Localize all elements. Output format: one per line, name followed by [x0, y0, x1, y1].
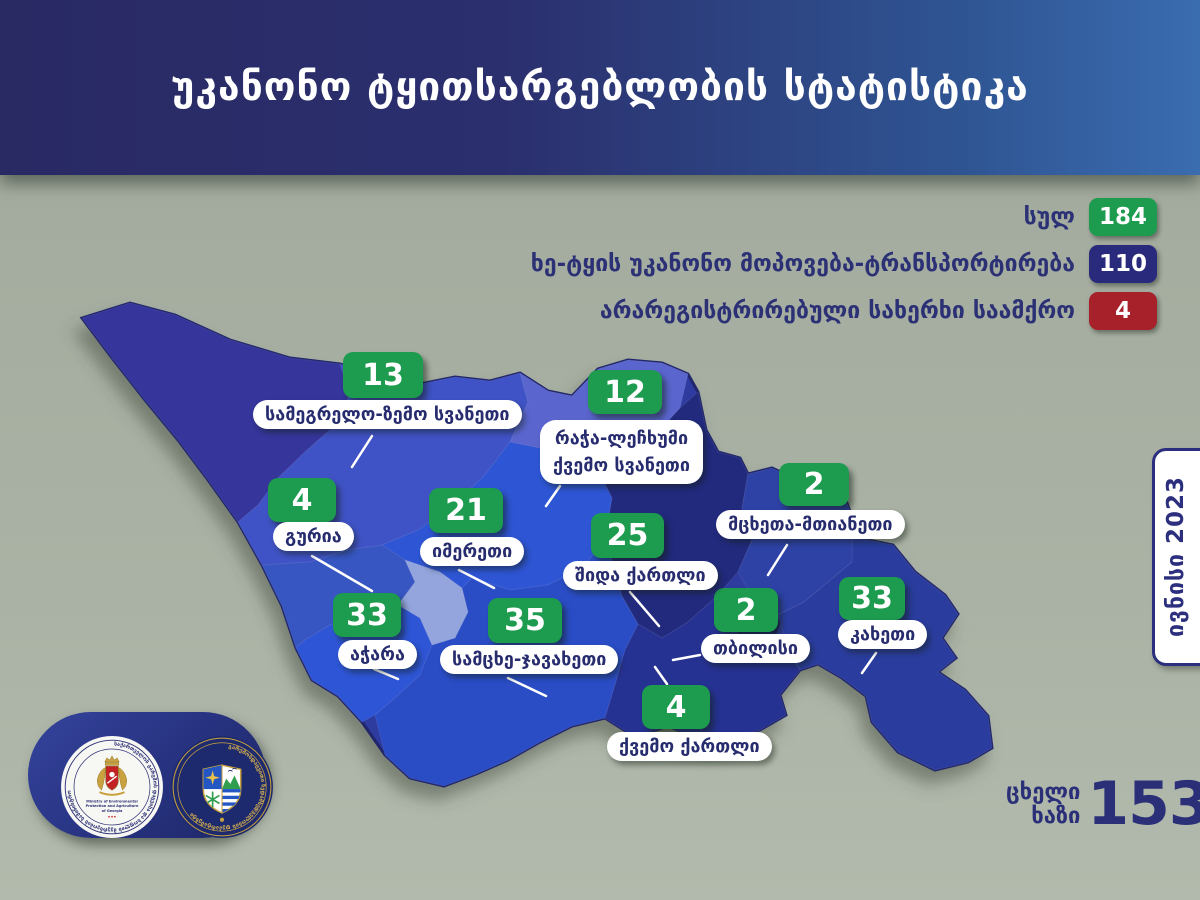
date-box: ივნისი 2023 [1152, 448, 1200, 666]
label-shida-kartli: შიდა ქართლი [563, 561, 718, 590]
connector-kvemo-kartli [653, 665, 669, 686]
department-shield-icon [202, 764, 242, 814]
label-samtskhe: სამცხე-ჯავახეთი [440, 645, 619, 674]
footer-logo-pill: საქართველოს გარემოს დაცვისა და სოფლის მე… [28, 712, 273, 838]
label-racha: რაჭა-ლეჩხუმი ქვემო სვანეთი [540, 420, 703, 484]
connector-mtskheta [766, 543, 789, 577]
label-kvemo-kartli: ქვემო ქართლი [607, 732, 772, 761]
badge-adjara: 33 [333, 593, 401, 637]
legend-row-sawmill: არარეგისტრირებული სახერხი საამქრო 4 [600, 292, 1157, 330]
department-seal: გარემოსდაცვითი ზედამხედველობის დეპარტამე… [171, 736, 273, 838]
badge-imereti: 21 [429, 488, 503, 533]
badge-racha: 12 [588, 370, 662, 414]
legend-row-total: სულ 184 [1024, 198, 1157, 236]
connector-racha [544, 484, 562, 508]
connector-samtskhe [506, 676, 548, 698]
legend: სულ 184 ხე-ტყის უკანონო მოპოვება-ტრანსპო… [531, 198, 1157, 330]
connector-lines [310, 434, 878, 698]
legend-label-total: სულ [1023, 204, 1075, 230]
region-highland-patch [397, 559, 469, 646]
legend-label-sawmill: არარეგისტრირებული სახერხი საამქრო [599, 298, 1075, 324]
badge-guria: 4 [268, 478, 336, 522]
ministry-seal-center-text: Ministry of Environmental Protection and… [86, 800, 139, 813]
hotline-word2: ხაზი [1031, 803, 1081, 829]
date-box-label: ივნისი 2023 [1163, 476, 1189, 638]
legend-value-total: 184 [1089, 198, 1157, 236]
label-racha-line2: ქვემო სვანეთი [553, 455, 690, 476]
legend-value-sawmill: 4 [1089, 292, 1157, 330]
title-banner: უკანონო ტყითსარგებლობის სტატისტიკა [0, 0, 1200, 175]
connector-guria [310, 554, 374, 593]
connector-adjara [372, 667, 400, 681]
connector-shida-kartli [628, 590, 661, 628]
connector-samegrelo [350, 434, 374, 469]
connector-kakheti [860, 651, 878, 675]
department-seal-dot [219, 817, 225, 822]
ministry-seal-motto: ◆ ◆ ◆ [108, 815, 117, 819]
svg-text:of Georgia: of Georgia [102, 809, 123, 813]
connector-imereti [457, 568, 496, 590]
hotline-number: 153 [1087, 769, 1200, 839]
label-samegrelo: სამეგრელო-ზემო სვანეთი [253, 400, 522, 429]
badge-kakheti: 33 [839, 577, 905, 620]
badge-mtskheta: 2 [779, 463, 849, 506]
svg-text:Ministry of Environmental: Ministry of Environmental [86, 800, 137, 804]
badge-samegrelo: 13 [343, 352, 423, 398]
hotline: ცხელი ხაზი 153 [1006, 769, 1200, 839]
label-mtskheta: მცხეთა-მთიანეთი [716, 510, 905, 539]
label-racha-line1: რაჭა-ლეჩხუმი [554, 428, 689, 449]
legend-label-logging: ხე-ტყის უკანონო მოპოვება-ტრანსპორტირება [530, 251, 1075, 277]
label-guria: გურია [273, 522, 354, 551]
label-tbilisi: თბილისი [701, 634, 811, 663]
georgia-coat-of-arms-icon [97, 755, 127, 796]
badge-tbilisi: 2 [714, 588, 778, 632]
hotline-word1: ცხელი [1006, 780, 1081, 806]
badge-samtskhe: 35 [488, 598, 562, 643]
legend-value-logging: 110 [1089, 245, 1157, 283]
svg-text:Protection and Agriculture: Protection and Agriculture [86, 804, 139, 808]
label-kakheti: კახეთი [838, 620, 928, 649]
legend-row-logging: ხე-ტყის უკანონო მოპოვება-ტრანსპორტირება … [531, 245, 1157, 283]
badge-kvemo-kartli: 4 [642, 685, 710, 729]
page-title: უკანონო ტყითსარგებლობის სტატისტიკა [171, 65, 1029, 110]
ministry-seal: საქართველოს გარემოს დაცვისა და სოფლის მე… [61, 736, 163, 838]
label-adjara: აჭარა [338, 640, 417, 669]
label-imereti: იმერეთი [420, 537, 525, 566]
connector-tbilisi [671, 653, 702, 662]
hotline-words: ცხელი ხაზი [1006, 781, 1080, 827]
badge-shida-kartli: 25 [591, 513, 664, 558]
